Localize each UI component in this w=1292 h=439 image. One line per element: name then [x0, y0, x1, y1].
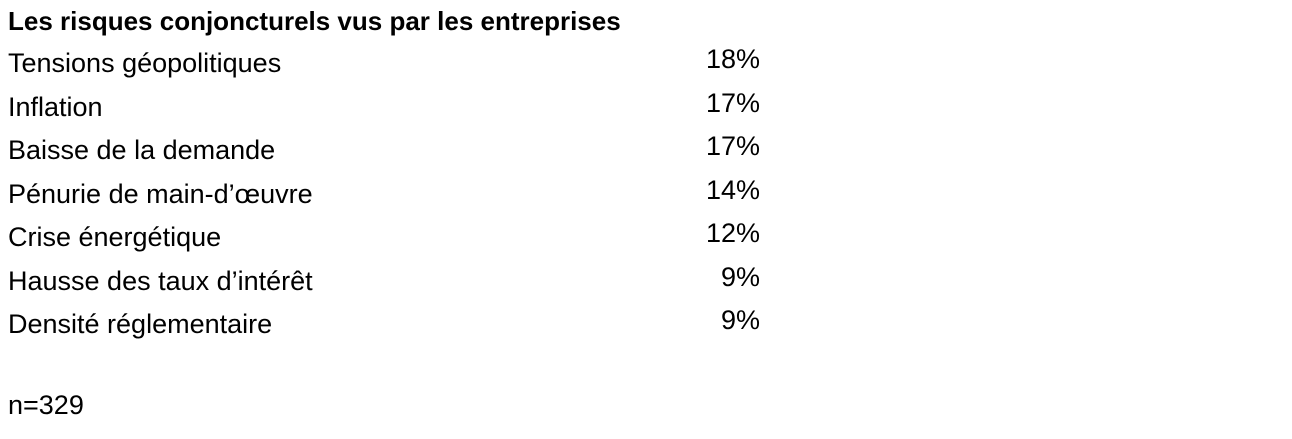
- sample-size-note: n=329: [8, 390, 84, 420]
- row-label: Inflation: [8, 91, 103, 122]
- row-value: 17%: [705, 87, 760, 118]
- chart-title: Les risques conjoncturels vus par les en…: [8, 6, 621, 36]
- table-row: Hausse des taux d’intérêt 9%: [8, 260, 764, 304]
- row-label: Baisse de la demande: [8, 135, 276, 165]
- table-row: Inflation 17%: [8, 86, 764, 130]
- row-value: 17%: [705, 131, 760, 161]
- table-row: Crise énergétique 12%: [8, 216, 764, 260]
- table-row: Baisse de la demande 17%: [8, 129, 764, 173]
- risk-table: Tensions géopolitiques 18% Inflation 17%…: [8, 42, 764, 347]
- row-value: 12%: [705, 218, 760, 248]
- table-row: Densité réglementaire 9%: [8, 303, 764, 347]
- row-label: Tensions géopolitiques: [8, 48, 282, 78]
- row-label: Densité réglementaire: [8, 309, 273, 339]
- row-label: Pénurie de main-d’œuvre: [8, 178, 313, 209]
- row-label: Crise énergétique: [8, 222, 222, 252]
- row-value: 14%: [705, 174, 760, 205]
- table-row: Tensions géopolitiques 18%: [8, 42, 764, 86]
- row-label: Hausse des taux d’intérêt: [8, 265, 313, 296]
- row-value: 18%: [705, 44, 760, 74]
- row-value: 9%: [720, 261, 760, 292]
- row-value: 9%: [720, 305, 760, 335]
- table-row: Pénurie de main-d’œuvre 14%: [8, 173, 764, 217]
